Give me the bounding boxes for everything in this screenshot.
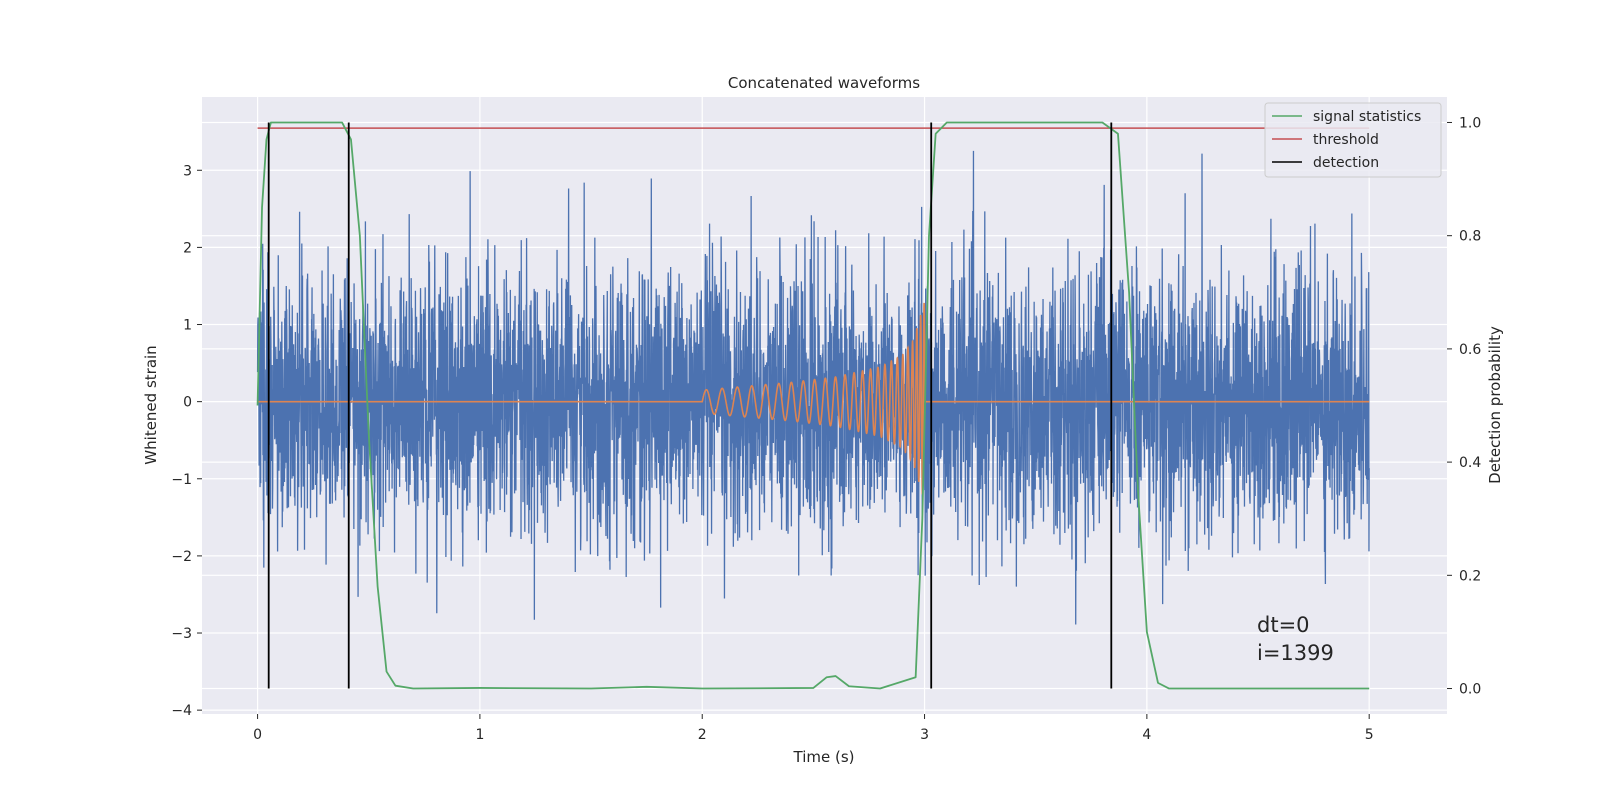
right-y-tick-label: 0.8 (1459, 229, 1481, 245)
y-tick-label: 2 (183, 240, 192, 256)
detection-series (267, 122, 1113, 689)
signal-statistics-line (256, 121, 1370, 690)
x-tick-label: 5 (1365, 727, 1374, 743)
annotation-i: i=1399 (1257, 641, 1334, 665)
x-tick-label: 3 (920, 727, 929, 743)
right-y-axis-ticks: 0.0 0.2 0.4 0.6 0.8 1.0 (1447, 115, 1481, 698)
right-y-tick-label: 0.6 (1459, 342, 1481, 358)
y-tick-label: 1 (183, 318, 192, 334)
right-y-tick-label: 0.0 (1459, 682, 1481, 698)
y-tick-label: −4 (171, 703, 192, 719)
x-tick-label: 0 (253, 727, 262, 743)
y-tick-label: 3 (183, 163, 192, 179)
legend-box (1264, 102, 1442, 178)
signal-statistics-series (256, 121, 1370, 690)
chirp-line (257, 302, 1370, 495)
x-tick-label: 1 (475, 727, 484, 743)
legend: signal statistics threshold detection (1264, 102, 1442, 178)
x-axis-ticks: 0 1 2 3 4 5 (253, 714, 1374, 743)
y-tick-label: 0 (183, 395, 192, 411)
y-axis-label: Whitened strain (142, 345, 160, 464)
x-tick-label: 2 (698, 727, 707, 743)
legend-label-threshold: threshold (1313, 132, 1379, 148)
right-y-tick-label: 0.2 (1459, 568, 1481, 584)
y-tick-label: −1 (171, 472, 192, 488)
x-axis-label: Time (s) (793, 748, 855, 766)
right-y-axis-label: Detection probability (1486, 326, 1504, 484)
y-axis-ticks: −4 −3 −2 −1 0 1 2 3 (171, 163, 202, 719)
chirp-series (257, 302, 1370, 495)
annotation-dt: dt=0 (1257, 613, 1310, 637)
legend-label-signal-statistics: signal statistics (1313, 109, 1421, 125)
right-y-tick-label: 0.4 (1459, 455, 1481, 471)
y-tick-label: −2 (171, 549, 192, 565)
chart-title: Concatenated waveforms (728, 74, 920, 92)
right-y-tick-label: 1.0 (1459, 115, 1481, 131)
strain-series (256, 150, 1370, 625)
x-tick-label: 4 (1142, 727, 1151, 743)
strain-line (256, 150, 1370, 625)
legend-label-detection: detection (1313, 155, 1379, 171)
y-tick-label: −3 (171, 626, 192, 642)
